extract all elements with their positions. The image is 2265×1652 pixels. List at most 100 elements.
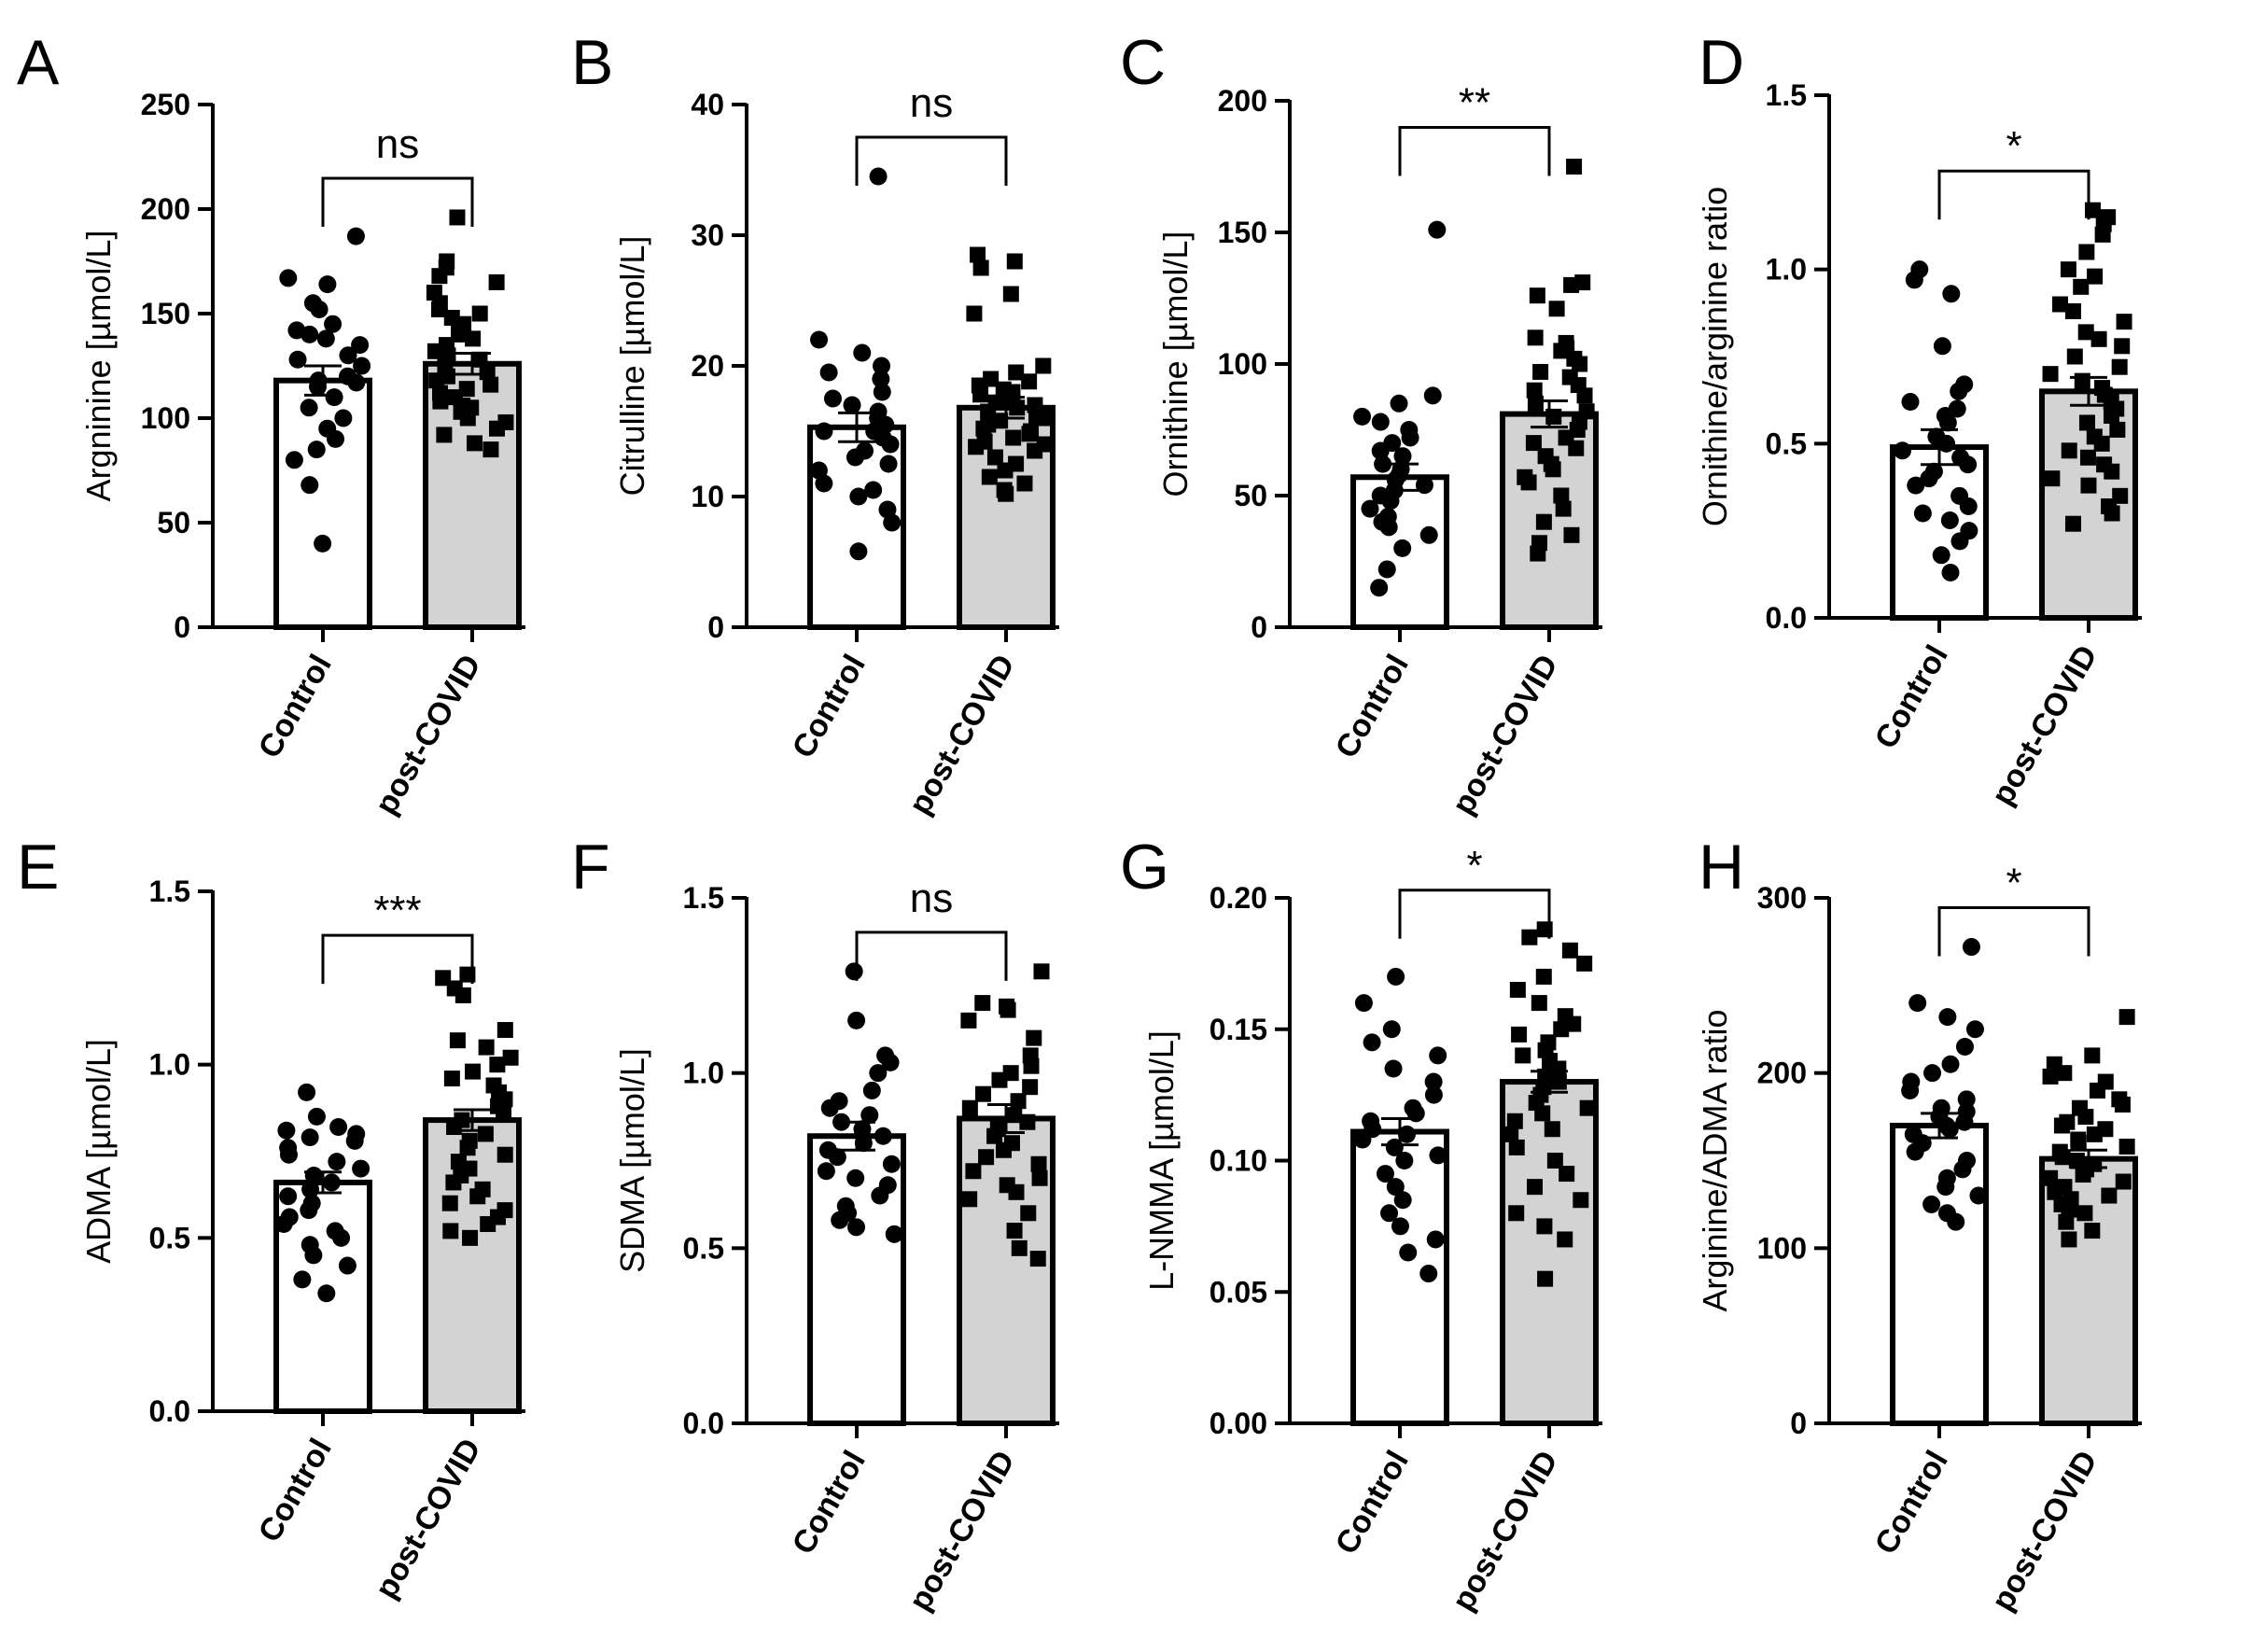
data-point <box>1354 994 1373 1013</box>
x-category-label: post-COVID <box>902 649 1022 820</box>
data-point <box>466 435 482 452</box>
data-point <box>1942 285 1961 303</box>
data-point <box>2042 1169 2059 1186</box>
data-point <box>324 315 343 333</box>
data-point <box>1020 1205 1037 1222</box>
y-tick-label: 0.0 <box>1766 601 1807 635</box>
data-point <box>970 246 986 263</box>
y-tick-label: 1.5 <box>149 875 190 908</box>
data-point <box>459 410 476 427</box>
x-category-label: Control <box>1329 1445 1416 1561</box>
data-point <box>1002 286 1019 302</box>
significance-bracket <box>1937 906 2090 957</box>
data-point <box>2060 261 2076 278</box>
x-category-label: post-COVID <box>369 649 488 820</box>
data-point <box>1419 525 1438 544</box>
data-point <box>1353 407 1372 426</box>
x-category-label: Control <box>786 649 873 764</box>
data-point <box>1381 492 1400 511</box>
data-point <box>986 449 1003 466</box>
data-point <box>986 1127 1003 1144</box>
data-point <box>1386 1178 1405 1197</box>
data-point <box>431 268 448 285</box>
data-point <box>1429 1046 1447 1065</box>
data-point <box>2042 1068 2059 1085</box>
data-point <box>1576 955 1593 972</box>
data-point <box>327 429 345 448</box>
data-point <box>318 275 337 294</box>
data-point <box>815 422 833 441</box>
data-point <box>1546 1153 1563 1169</box>
data-point <box>1026 1029 1042 1046</box>
data-point <box>1530 545 1546 562</box>
data-point <box>465 1063 482 1080</box>
bar-control <box>1890 1122 1989 1426</box>
data-point <box>1390 394 1408 413</box>
data-point <box>2090 330 2107 347</box>
data-point <box>316 329 335 348</box>
data-point <box>329 1118 348 1137</box>
y-tick-label: 0.15 <box>1209 1013 1267 1046</box>
data-point <box>431 301 448 318</box>
data-point <box>1901 393 1920 412</box>
data-point <box>1955 1113 1974 1131</box>
data-point <box>846 1169 865 1187</box>
data-point <box>351 336 370 355</box>
y-tick-label: 1.5 <box>1766 78 1807 112</box>
data-point <box>304 1246 323 1265</box>
data-point <box>432 393 449 410</box>
x-category-label: post-COVID <box>1446 649 1565 820</box>
data-point <box>1376 1165 1394 1183</box>
significance-label: * <box>1466 843 1482 889</box>
data-point <box>823 389 842 408</box>
data-point <box>2054 1149 2071 1166</box>
data-point <box>1532 363 1549 380</box>
data-point <box>1011 1239 1028 1256</box>
y-tick-label: 20 <box>691 349 724 383</box>
y-tick-label: 0.20 <box>1209 881 1267 915</box>
data-point <box>462 1229 479 1246</box>
data-point <box>815 474 833 493</box>
data-point <box>1920 469 1938 488</box>
data-point <box>820 1099 839 1117</box>
data-point <box>1526 382 1543 399</box>
data-point <box>488 273 505 290</box>
data-point <box>471 305 488 322</box>
data-point <box>1955 1038 1974 1057</box>
data-point <box>845 962 863 981</box>
data-point <box>1561 942 1578 959</box>
data-point <box>277 1121 296 1140</box>
x-category-label: Control <box>786 1445 873 1561</box>
panel-f: F 0.0 0.5 1.0 1.5 SDMA [µmol/L] Control post-CO… <box>571 832 1059 1617</box>
data-point <box>2109 421 2126 438</box>
data-point <box>1503 1126 1519 1142</box>
data-point <box>1521 929 1538 945</box>
data-point <box>1941 1055 1960 1073</box>
x-category-label: Control <box>252 1433 339 1548</box>
data-point <box>441 1195 458 1211</box>
data-point <box>488 420 505 437</box>
data-point <box>1965 1020 1984 1039</box>
data-point <box>1035 357 1052 374</box>
data-point <box>1520 474 1537 491</box>
data-point <box>454 987 471 1003</box>
data-point <box>1529 287 1545 304</box>
data-point <box>965 1163 982 1180</box>
y-tick-label: 10 <box>691 480 724 513</box>
panel-g: G 0.00 0.05 0.10 0.15 0.20 L-NMMA [µmol/L] Cont… <box>1120 832 1602 1617</box>
data-point <box>477 1126 494 1142</box>
data-point <box>1393 447 1412 466</box>
data-point <box>352 1159 371 1178</box>
data-point <box>1572 356 1588 372</box>
data-point <box>1424 1085 1443 1104</box>
data-point <box>1957 1090 1976 1109</box>
data-point <box>980 403 997 420</box>
data-point <box>2116 314 2132 330</box>
data-point <box>1009 399 1026 416</box>
data-point <box>1508 1205 1525 1222</box>
data-point <box>1941 563 1960 581</box>
data-point <box>810 330 829 349</box>
y-tick-label: 0.05 <box>1209 1275 1267 1309</box>
data-point <box>1379 518 1398 537</box>
data-point <box>873 357 891 375</box>
